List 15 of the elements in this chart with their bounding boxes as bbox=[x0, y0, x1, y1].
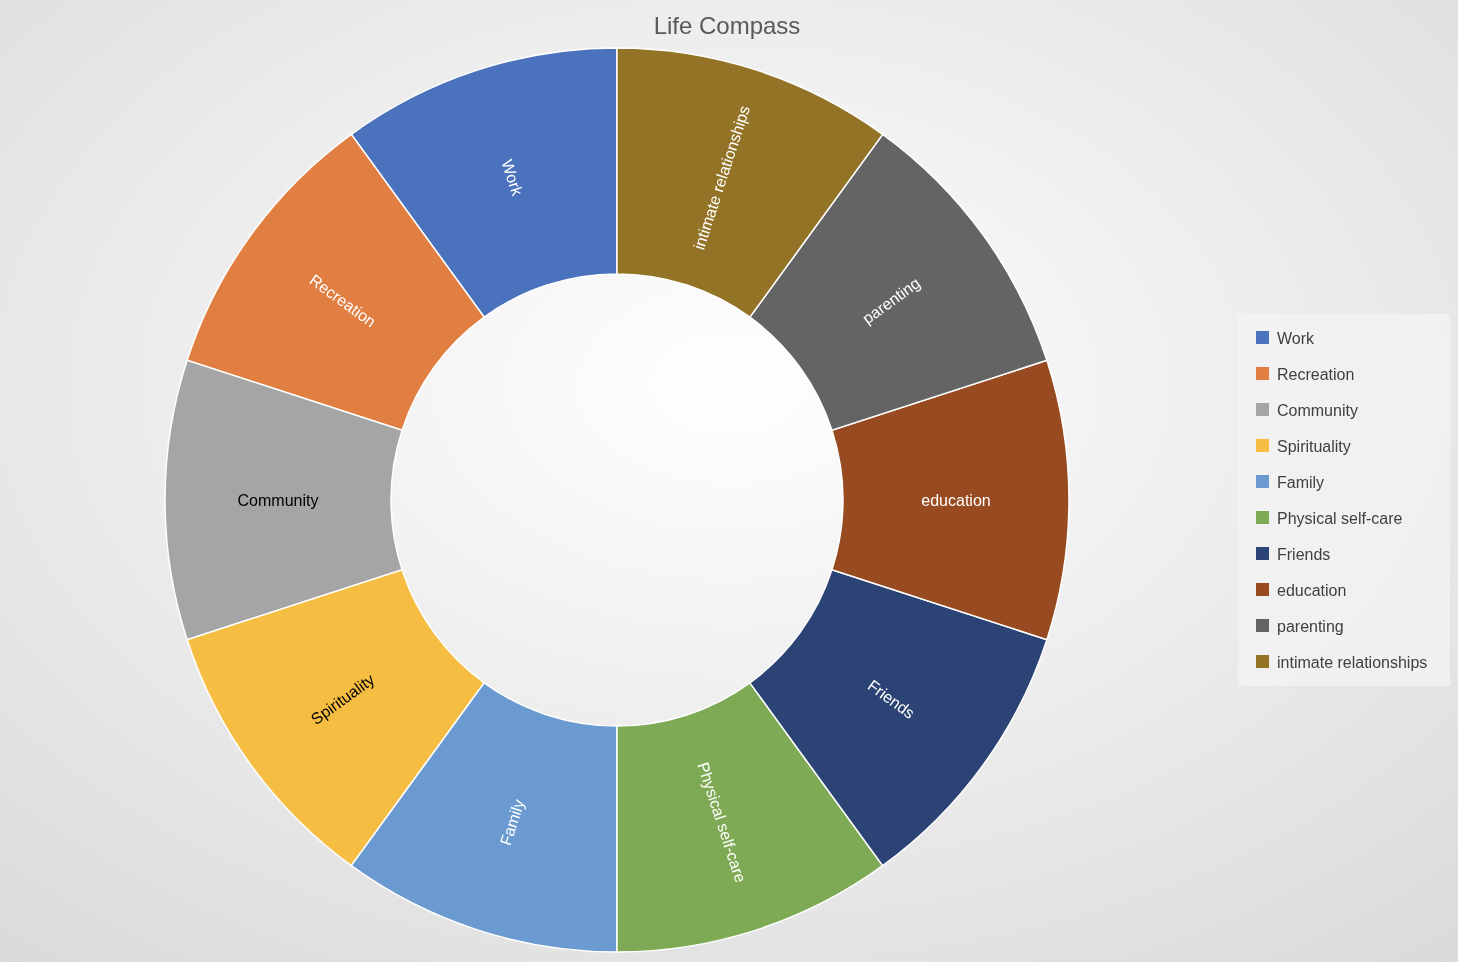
slice-label: Family bbox=[496, 797, 528, 848]
slice-label: Work bbox=[498, 157, 527, 199]
slice-label: Community bbox=[237, 491, 319, 509]
chart-title: Life Compass bbox=[653, 11, 801, 39]
legend-label: education bbox=[1277, 581, 1347, 599]
legend-label: Spirituality bbox=[1277, 437, 1351, 455]
legend-label: intimate relationships bbox=[1277, 653, 1428, 671]
legend-label: Community bbox=[1277, 401, 1358, 419]
legend-label: Work bbox=[1277, 329, 1316, 347]
slice-label: education bbox=[921, 491, 991, 509]
legend-label: Physical self-care bbox=[1277, 509, 1403, 527]
legend-label: Friends bbox=[1277, 545, 1331, 563]
legend-label: parenting bbox=[1277, 617, 1344, 635]
legend-label: Family bbox=[1277, 473, 1325, 491]
legend-label: Recreation bbox=[1277, 365, 1355, 383]
